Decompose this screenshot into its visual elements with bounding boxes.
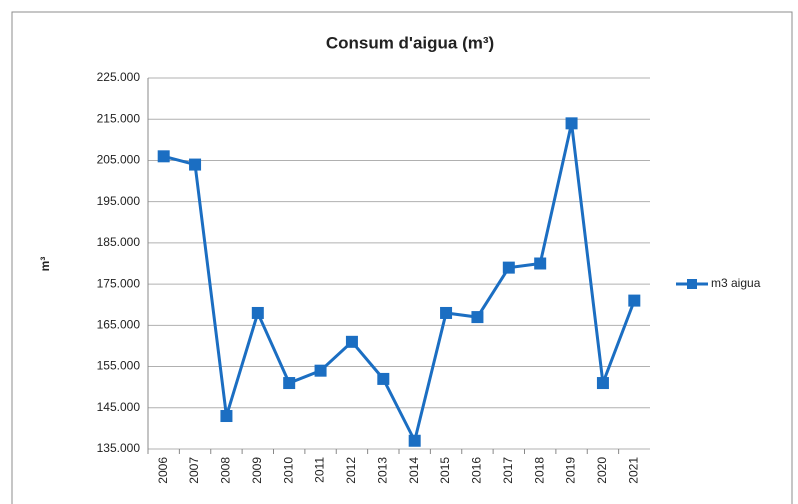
data-point <box>345 335 358 348</box>
data-point <box>628 294 641 307</box>
x-tick-label: 2006 <box>156 457 170 484</box>
x-tick-label: 2014 <box>407 457 421 484</box>
y-tick-label: 185.000 <box>97 235 141 249</box>
data-point <box>534 257 547 270</box>
y-tick-label: 195.000 <box>97 194 141 208</box>
y-axis-label: m³ <box>38 257 52 272</box>
legend-marker <box>687 279 697 289</box>
x-tick-label: 2021 <box>626 457 640 484</box>
data-point <box>565 117 578 130</box>
series-line <box>163 123 636 446</box>
data-point <box>471 311 484 324</box>
legend-label: m3 aigua <box>711 276 761 290</box>
data-point <box>220 410 233 423</box>
x-tick-label: 2008 <box>219 457 233 484</box>
y-tick-label: 175.000 <box>97 276 141 290</box>
y-tick-label: 145.000 <box>97 400 141 414</box>
data-point <box>377 372 390 385</box>
data-point <box>189 158 202 171</box>
data-point <box>440 306 453 319</box>
data-point <box>314 364 327 377</box>
x-tick-label: 2012 <box>344 457 358 484</box>
x-tick-label: 2020 <box>595 457 609 484</box>
x-tick-label: 2010 <box>281 457 295 484</box>
y-tick-label: 165.000 <box>97 318 141 332</box>
y-tick-label: 225.000 <box>97 70 141 84</box>
x-tick-label: 2013 <box>375 457 389 484</box>
data-point <box>408 434 421 447</box>
data-point <box>157 150 170 163</box>
y-tick-label: 215.000 <box>97 111 141 125</box>
x-tick-label: 2007 <box>187 457 201 484</box>
data-point <box>502 261 515 274</box>
data-point <box>283 377 296 390</box>
chart-border <box>11 11 793 504</box>
x-tick-label: 2018 <box>532 457 546 484</box>
x-tick-label: 2011 <box>313 457 327 483</box>
data-point <box>251 306 264 319</box>
x-tick-label: 2019 <box>564 457 578 484</box>
x-tick-label: 2017 <box>501 457 515 484</box>
x-tick-label: 2009 <box>250 457 264 484</box>
chart-title: Consum d'aigua (m³) <box>326 33 494 52</box>
y-tick-label: 135.000 <box>97 441 141 455</box>
y-tick-label: 205.000 <box>97 153 141 167</box>
y-tick-label: 155.000 <box>97 359 141 373</box>
x-tick-label: 2016 <box>470 457 484 484</box>
x-tick-label: 2015 <box>438 457 452 484</box>
data-point <box>596 377 609 390</box>
